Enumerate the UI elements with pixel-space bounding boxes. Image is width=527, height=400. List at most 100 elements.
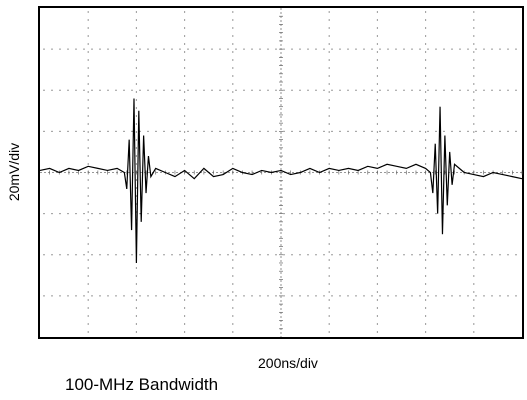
grid-dot-vertical bbox=[376, 227, 378, 229]
grid-dot-horizontal bbox=[387, 295, 389, 297]
grid-dot-vertical bbox=[376, 139, 378, 141]
grid-dot-horizontal bbox=[395, 48, 397, 50]
grid-dot-vertical bbox=[425, 291, 427, 293]
grid-dot-horizontal bbox=[163, 254, 165, 256]
grid-dot-vertical bbox=[232, 27, 234, 29]
grid-dot-horizontal bbox=[467, 89, 469, 91]
grid-dot-vertical bbox=[425, 283, 427, 285]
grid-dot-horizontal bbox=[323, 213, 325, 215]
grid-dot-vertical bbox=[473, 67, 475, 69]
grid-dot-horizontal bbox=[475, 213, 477, 215]
grid-dot-vertical bbox=[135, 323, 137, 325]
grid-dot-vertical bbox=[184, 51, 186, 53]
grid-dot-horizontal bbox=[259, 213, 261, 215]
grid-dot-vertical bbox=[184, 211, 186, 213]
grid-dot-horizontal bbox=[419, 213, 421, 215]
grid-dot-horizontal bbox=[211, 89, 213, 91]
grid-dot-vertical bbox=[184, 99, 186, 101]
grid-dot-vertical bbox=[473, 27, 475, 29]
grid-dot-horizontal bbox=[51, 295, 53, 297]
grid-dot-vertical bbox=[425, 275, 427, 277]
grid-dot-vertical bbox=[232, 267, 234, 269]
grid-dot-vertical bbox=[425, 115, 427, 117]
grid-dot-horizontal bbox=[283, 254, 285, 256]
grid-dot-vertical bbox=[232, 35, 234, 37]
grid-dot-vertical bbox=[87, 43, 89, 45]
grid-dot-horizontal bbox=[403, 48, 405, 50]
grid-dot-vertical bbox=[376, 259, 378, 261]
grid-dot-horizontal bbox=[347, 213, 349, 215]
grid-dot-horizontal bbox=[427, 89, 429, 91]
grid-dot-vertical bbox=[328, 147, 330, 149]
grid-dot-vertical bbox=[232, 195, 234, 197]
grid-dot-horizontal bbox=[347, 48, 349, 50]
grid-dot-vertical bbox=[135, 195, 137, 197]
grid-dot-vertical bbox=[135, 307, 137, 309]
grid-dot-horizontal bbox=[203, 48, 205, 50]
grid-dot-horizontal bbox=[91, 213, 93, 215]
grid-dot-horizontal bbox=[371, 254, 373, 256]
grid-dot-horizontal bbox=[43, 130, 45, 132]
grid-dot-vertical bbox=[473, 203, 475, 205]
grid-dot-horizontal bbox=[499, 254, 501, 256]
grid-dot-horizontal bbox=[83, 254, 85, 256]
grid-dot-vertical bbox=[87, 83, 89, 85]
grid-dot-vertical bbox=[135, 163, 137, 165]
grid-dot-horizontal bbox=[251, 48, 253, 50]
grid-dot-vertical bbox=[135, 139, 137, 141]
x-axis-label: 200ns/div bbox=[258, 355, 318, 371]
grid-dot-vertical bbox=[473, 267, 475, 269]
grid-dot-vertical bbox=[232, 155, 234, 157]
grid-dot-horizontal bbox=[363, 213, 365, 215]
grid-dot-vertical bbox=[184, 251, 186, 253]
grid-dot-vertical bbox=[232, 75, 234, 77]
grid-dot-horizontal bbox=[259, 295, 261, 297]
grid-dot-vertical bbox=[87, 91, 89, 93]
grid-dot-vertical bbox=[135, 107, 137, 109]
grid-dot-vertical bbox=[376, 267, 378, 269]
grid-dot-vertical bbox=[184, 243, 186, 245]
grid-dot-horizontal bbox=[499, 295, 501, 297]
grid-dot-vertical bbox=[376, 115, 378, 117]
grid-dot-horizontal bbox=[195, 48, 197, 50]
grid-dot-horizontal bbox=[99, 254, 101, 256]
grid-dot-horizontal bbox=[139, 48, 141, 50]
grid-dot-vertical bbox=[184, 315, 186, 317]
grid-dot-vertical bbox=[425, 107, 427, 109]
grid-dot-horizontal bbox=[139, 130, 141, 132]
grid-dot-horizontal bbox=[443, 295, 445, 297]
grid-dot-horizontal bbox=[499, 89, 501, 91]
grid-dot-horizontal bbox=[75, 130, 77, 132]
grid-dot-vertical bbox=[376, 51, 378, 53]
grid-dot-vertical bbox=[473, 35, 475, 37]
grid-dot-vertical bbox=[135, 219, 137, 221]
grid-dot-vertical bbox=[328, 323, 330, 325]
grid-dot-horizontal bbox=[419, 89, 421, 91]
bandwidth-caption: 100-MHz Bandwidth bbox=[65, 375, 219, 394]
grid-dot-horizontal bbox=[507, 130, 509, 132]
grid-dot-horizontal bbox=[339, 130, 341, 132]
grid-dot-horizontal bbox=[211, 48, 213, 50]
grid-dot-vertical bbox=[376, 43, 378, 45]
grid-dot-vertical bbox=[376, 243, 378, 245]
grid-dot-horizontal bbox=[427, 130, 429, 132]
grid-dot-horizontal bbox=[219, 213, 221, 215]
grid-dot-vertical bbox=[473, 235, 475, 237]
grid-dot-vertical bbox=[425, 315, 427, 317]
grid-dot-vertical bbox=[135, 315, 137, 317]
grid-dot-horizontal bbox=[299, 254, 301, 256]
grid-dot-vertical bbox=[232, 307, 234, 309]
grid-dot-vertical bbox=[87, 163, 89, 165]
grid-dot-vertical bbox=[184, 35, 186, 37]
grid-dot-horizontal bbox=[459, 254, 461, 256]
grid-dot-horizontal bbox=[251, 130, 253, 132]
grid-dot-horizontal bbox=[107, 89, 109, 91]
grid-dot-vertical bbox=[87, 283, 89, 285]
grid-dot-vertical bbox=[232, 179, 234, 181]
grid-dot-horizontal bbox=[323, 89, 325, 91]
grid-dot-horizontal bbox=[483, 130, 485, 132]
grid-dot-horizontal bbox=[227, 213, 229, 215]
grid-dot-vertical bbox=[328, 155, 330, 157]
grid-dot-horizontal bbox=[131, 48, 133, 50]
grid-dot-vertical bbox=[376, 35, 378, 37]
